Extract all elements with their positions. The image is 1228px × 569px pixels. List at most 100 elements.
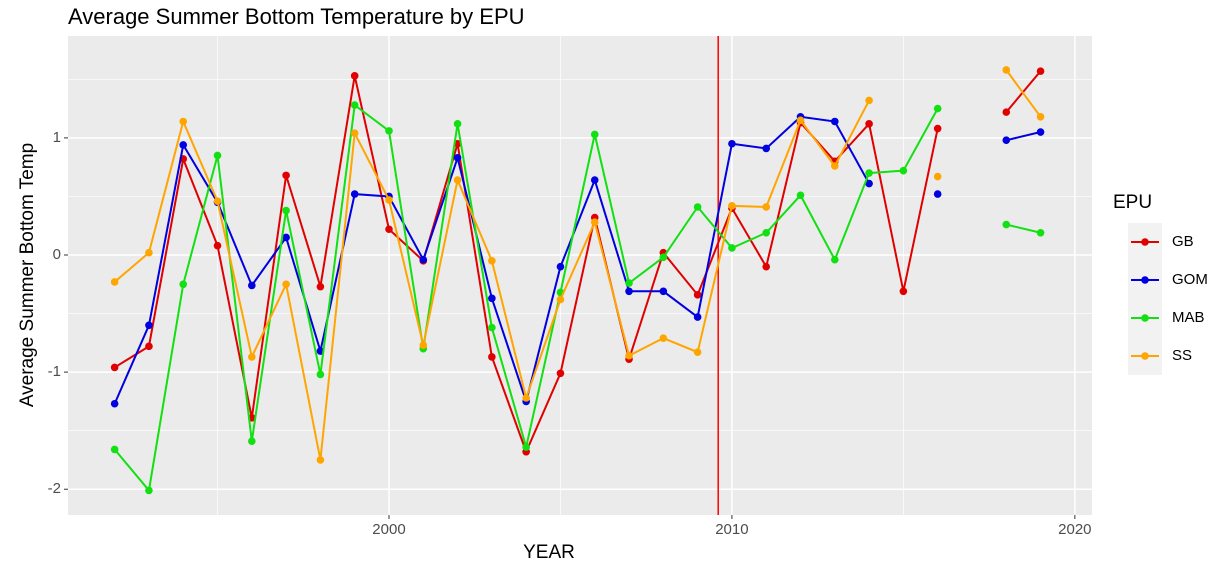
- data-point: [659, 253, 668, 262]
- data-point: [145, 342, 153, 351]
- data-point: [865, 179, 873, 188]
- data-point: [693, 313, 702, 321]
- data-point: [693, 291, 702, 299]
- y-axis-label: Average Summer Bottom Temp: [17, 143, 38, 407]
- data-point: [522, 394, 530, 402]
- data-point: [1036, 228, 1045, 237]
- data-point: [728, 244, 736, 252]
- data-point: [728, 202, 736, 210]
- data-point: [145, 321, 153, 330]
- data-point: [350, 190, 359, 198]
- data-point: [522, 443, 530, 451]
- data-point: [350, 101, 359, 109]
- data-point: [248, 437, 256, 446]
- data-point: [282, 233, 290, 242]
- data-point: [556, 369, 565, 378]
- data-point: [1002, 136, 1011, 145]
- data-point: [830, 117, 839, 126]
- data-point: [830, 162, 839, 170]
- legend-point: [1141, 238, 1149, 246]
- x-tick-label: 2010: [715, 521, 748, 538]
- y-tick-label: -2: [48, 480, 61, 497]
- data-point: [762, 203, 771, 211]
- data-point: [728, 139, 736, 148]
- data-point: [453, 153, 462, 162]
- x-axis-label: YEAR: [523, 542, 575, 563]
- data-point: [556, 262, 565, 271]
- data-point: [590, 130, 599, 139]
- data-point: [213, 197, 222, 205]
- data-point: [590, 218, 599, 227]
- data-point: [145, 486, 153, 495]
- y-tick-label: 0: [53, 246, 61, 263]
- data-point: [316, 370, 325, 379]
- data-point: [796, 191, 805, 200]
- data-point: [865, 169, 873, 177]
- x-tick-label: 2000: [372, 521, 405, 538]
- data-point: [350, 72, 359, 80]
- data-point: [248, 353, 256, 361]
- data-point: [1002, 220, 1011, 229]
- data-point: [762, 144, 771, 153]
- series-line: [1006, 131, 1041, 142]
- data-point: [488, 257, 496, 265]
- data-point: [213, 151, 222, 160]
- data-point: [110, 445, 119, 454]
- data-point: [625, 287, 633, 296]
- data-point: [385, 196, 393, 204]
- data-point: [179, 117, 188, 126]
- legend-point: [1141, 276, 1149, 284]
- data-point: [659, 334, 668, 342]
- data-point: [316, 282, 325, 291]
- data-point: [145, 248, 153, 257]
- x-tick-label: 2020: [1058, 521, 1091, 538]
- data-point: [385, 127, 393, 135]
- data-point: [488, 353, 496, 361]
- data-point: [693, 203, 702, 211]
- data-point: [316, 456, 325, 464]
- data-point: [282, 206, 290, 215]
- data-point: [213, 241, 222, 250]
- legend-title: EPU: [1113, 192, 1152, 213]
- y-tick-label: -1: [48, 363, 61, 380]
- plot-background: [68, 36, 1092, 515]
- legend-label: GOM: [1172, 271, 1208, 288]
- data-point: [419, 255, 428, 264]
- data-point: [179, 280, 188, 289]
- data-point: [453, 176, 462, 184]
- data-point: [899, 287, 908, 296]
- data-point: [796, 116, 805, 125]
- legend-point: [1141, 314, 1149, 322]
- data-point: [488, 294, 496, 303]
- data-point: [625, 279, 633, 287]
- series-line: [1005, 69, 1042, 118]
- chart-title: Average Summer Bottom Temperature by EPU: [68, 4, 525, 29]
- data-point: [590, 176, 599, 184]
- data-point: [248, 281, 256, 290]
- data-point: [1036, 67, 1045, 75]
- data-point: [933, 104, 942, 113]
- data-point: [350, 129, 359, 138]
- data-point: [933, 190, 942, 198]
- data-point: [110, 278, 119, 286]
- data-point: [899, 166, 908, 175]
- data-point: [625, 351, 633, 360]
- y-tick-label: 1: [53, 129, 61, 146]
- data-point: [488, 323, 496, 332]
- data-point: [693, 348, 702, 357]
- data-point: [865, 96, 873, 105]
- data-point: [830, 255, 839, 264]
- series-line: [1005, 70, 1042, 113]
- data-point: [762, 228, 771, 237]
- data-point: [1036, 128, 1045, 136]
- data-point: [933, 172, 942, 181]
- legend-point: [1141, 352, 1149, 360]
- data-point: [1002, 108, 1011, 116]
- data-point: [659, 287, 668, 296]
- data-point: [282, 280, 290, 289]
- legend-label: MAB: [1172, 309, 1205, 326]
- data-point: [453, 120, 462, 128]
- data-point: [865, 120, 873, 128]
